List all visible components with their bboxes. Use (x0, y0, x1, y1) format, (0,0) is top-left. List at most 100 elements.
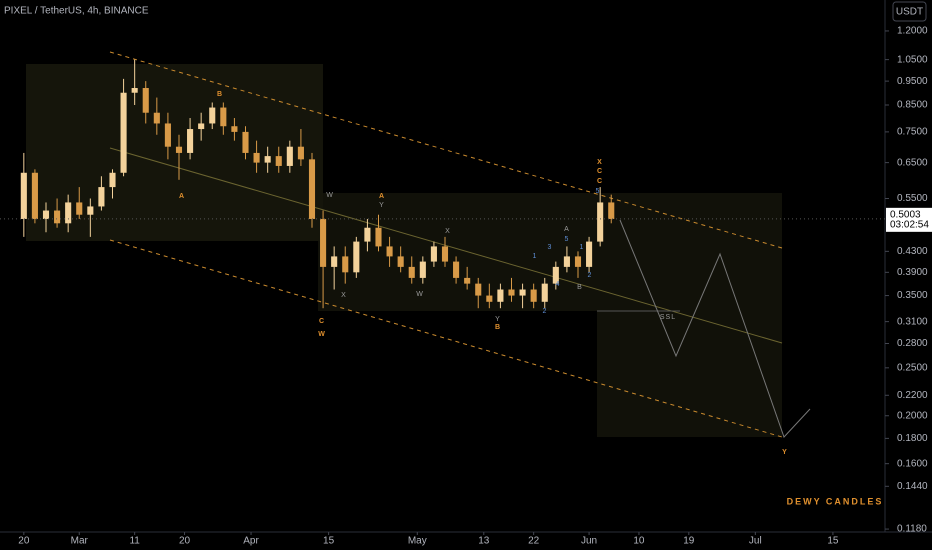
candle-body (120, 92, 127, 173)
target-box (597, 311, 782, 437)
candle-body (597, 202, 604, 242)
wave-label: Y (379, 202, 385, 209)
candle-body (98, 187, 105, 207)
y-tick-label: 0.5500 (897, 193, 928, 204)
wave-label: Y (495, 316, 501, 323)
x-tick-label: 20 (18, 536, 30, 547)
candle-body (353, 241, 360, 273)
y-tick-label: 0.8500 (897, 100, 928, 111)
y-tick-label: 0.1800 (897, 433, 928, 444)
wave-label: Y (782, 449, 788, 456)
candle-body (453, 261, 460, 278)
x-tick-label: 10 (633, 536, 645, 547)
candle-body (109, 172, 116, 188)
wave-label: X (341, 292, 347, 299)
last-price: 0.5003 (890, 209, 921, 220)
x-tick-label: 22 (528, 536, 540, 547)
range-box (26, 64, 323, 241)
candle-body (552, 266, 559, 284)
candle-body (586, 241, 593, 267)
candle-body (220, 107, 227, 127)
chart-title: PIXEL / TetherUS, 4h, BINANCE (4, 6, 149, 17)
wave-label: W (416, 291, 424, 298)
candle-body (76, 202, 83, 215)
x-tick-label: Mar (71, 536, 89, 547)
candle-body (497, 289, 504, 302)
y-tick-label: 0.3100 (897, 316, 928, 327)
candle-body (175, 146, 183, 153)
candle-body (231, 126, 238, 132)
wave-label: C (597, 168, 603, 175)
candle-body (31, 172, 38, 219)
wave-label: 5 (596, 188, 601, 195)
y-tick-label: 1.2000 (897, 26, 928, 37)
wave-label: B (217, 91, 223, 98)
y-tick-label: 0.1600 (897, 458, 928, 469)
wave-label: SSL (660, 314, 676, 321)
y-tick-label: 0.4300 (897, 246, 928, 257)
wave-label: 5 (565, 236, 570, 243)
candle-body (242, 131, 249, 153)
candle-body (131, 88, 138, 93)
candle-body (342, 256, 349, 273)
y-tick-label: 0.1180 (897, 524, 927, 535)
range-box (318, 193, 782, 311)
y-tick-label: 0.3500 (897, 290, 928, 301)
wave-label: B (495, 324, 501, 331)
candle-body (563, 256, 570, 267)
wave-label: 1 (533, 253, 538, 260)
candle-body (364, 227, 371, 242)
x-tick-label: 11 (129, 536, 140, 547)
candle-body (408, 266, 415, 278)
last-price-box (886, 207, 932, 232)
candle-body (54, 210, 61, 224)
candle-body (164, 123, 171, 147)
y-tick-label: 0.2200 (897, 390, 928, 401)
candle-body (264, 156, 271, 163)
candle-body (574, 256, 582, 267)
wave-label: W (318, 331, 326, 338)
candle-body (42, 210, 50, 219)
wave-label: A (179, 193, 185, 200)
y-tick-label: 0.2800 (897, 338, 928, 349)
wave-label: A (564, 226, 570, 233)
candle-body (320, 218, 327, 267)
y-tick-label: 0.2000 (897, 410, 928, 421)
x-tick-label: 20 (179, 536, 191, 547)
candle-body (530, 289, 537, 302)
x-tick-label: Jul (749, 536, 762, 547)
y-tick-label: 1.0500 (897, 54, 928, 65)
currency-button[interactable] (892, 1, 927, 22)
y-tick-label: 0.7500 (897, 127, 928, 138)
candle-body (20, 172, 27, 219)
candle-body (308, 159, 316, 219)
wave-label: 2 (588, 272, 593, 279)
candle-body (430, 246, 437, 262)
y-tick-label: 0.3900 (897, 267, 928, 278)
projection (619, 219, 811, 438)
candle-body (475, 283, 482, 296)
candle-body (286, 146, 293, 166)
candle-body (464, 277, 471, 284)
candle-body (275, 156, 282, 166)
countdown: 03:02:54 (890, 219, 929, 230)
candle-body (142, 88, 149, 113)
wave-label: 4 (556, 281, 561, 288)
wave-label: X (597, 159, 603, 166)
wave-label: B (577, 284, 583, 291)
x-tick-label: 13 (478, 536, 490, 547)
y-tick-label: 0.9500 (897, 76, 928, 87)
wave-label: 1 (580, 244, 585, 251)
currency[interactable]: USDT (896, 7, 923, 18)
candle-body (65, 202, 72, 224)
x-tick-label: 15 (827, 536, 839, 547)
candle-body (486, 295, 493, 302)
candle-body (441, 246, 449, 262)
y-tick-label: 0.6500 (897, 157, 928, 168)
candle-body (209, 107, 216, 124)
candle-body (508, 289, 515, 296)
candle-body (153, 112, 160, 124)
x-tick-label: Jun (581, 536, 597, 547)
drawings (26, 51, 811, 438)
